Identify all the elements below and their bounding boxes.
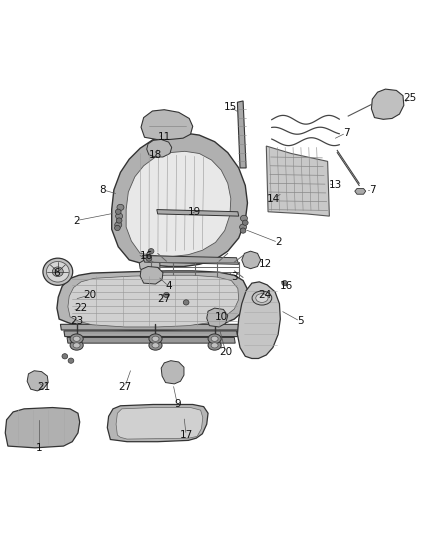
Polygon shape <box>27 371 48 391</box>
Text: 7: 7 <box>369 185 376 195</box>
Ellipse shape <box>115 225 120 231</box>
Ellipse shape <box>183 300 189 305</box>
Text: 10: 10 <box>215 312 228 322</box>
Ellipse shape <box>68 358 74 364</box>
Polygon shape <box>371 89 404 119</box>
Ellipse shape <box>70 334 83 344</box>
Text: 23: 23 <box>70 316 83 326</box>
Ellipse shape <box>211 343 218 348</box>
Ellipse shape <box>163 292 169 297</box>
Polygon shape <box>142 255 239 264</box>
Ellipse shape <box>46 262 69 282</box>
Text: 7: 7 <box>343 128 350 138</box>
Polygon shape <box>242 251 261 269</box>
Polygon shape <box>57 271 247 330</box>
Ellipse shape <box>116 209 121 214</box>
Text: 22: 22 <box>74 303 88 313</box>
Text: 2: 2 <box>73 215 80 225</box>
Polygon shape <box>141 110 193 140</box>
Polygon shape <box>157 209 239 216</box>
Polygon shape <box>161 361 184 384</box>
Ellipse shape <box>73 336 80 342</box>
Text: 20: 20 <box>83 290 96 300</box>
Text: 13: 13 <box>328 181 342 190</box>
Polygon shape <box>67 337 235 343</box>
Polygon shape <box>140 266 163 284</box>
Text: 24: 24 <box>258 290 272 300</box>
Ellipse shape <box>116 213 123 219</box>
Text: 1: 1 <box>36 443 43 453</box>
Ellipse shape <box>43 258 73 285</box>
Ellipse shape <box>152 336 159 342</box>
Ellipse shape <box>243 220 248 225</box>
Text: 16: 16 <box>280 281 293 291</box>
Polygon shape <box>355 189 366 194</box>
Polygon shape <box>60 324 240 330</box>
Text: 17: 17 <box>180 430 193 440</box>
Polygon shape <box>139 260 160 272</box>
Text: 16: 16 <box>140 251 153 261</box>
Text: 3: 3 <box>231 272 238 282</box>
Ellipse shape <box>240 228 246 233</box>
Text: 14: 14 <box>267 193 280 204</box>
Polygon shape <box>107 405 208 442</box>
Ellipse shape <box>53 267 63 277</box>
Text: 19: 19 <box>188 207 201 217</box>
Ellipse shape <box>240 224 247 230</box>
Text: 11: 11 <box>158 132 171 142</box>
Ellipse shape <box>152 343 159 348</box>
Polygon shape <box>147 140 172 157</box>
Text: 6: 6 <box>53 268 60 278</box>
Ellipse shape <box>252 291 272 305</box>
Ellipse shape <box>148 248 154 254</box>
Text: 20: 20 <box>219 347 232 357</box>
Text: 21: 21 <box>37 382 50 392</box>
Ellipse shape <box>282 280 287 286</box>
Polygon shape <box>116 408 203 439</box>
Ellipse shape <box>73 343 80 348</box>
Polygon shape <box>5 408 80 448</box>
Polygon shape <box>68 275 239 327</box>
Polygon shape <box>126 151 231 256</box>
Polygon shape <box>237 282 280 359</box>
Ellipse shape <box>149 334 162 344</box>
Polygon shape <box>237 101 246 168</box>
Ellipse shape <box>149 341 162 350</box>
Ellipse shape <box>62 354 67 359</box>
Ellipse shape <box>117 218 122 223</box>
Text: 4: 4 <box>165 281 172 291</box>
Text: 25: 25 <box>403 93 416 103</box>
Ellipse shape <box>146 256 152 261</box>
Ellipse shape <box>208 334 221 344</box>
Ellipse shape <box>208 341 221 350</box>
Text: 12: 12 <box>258 260 272 269</box>
Polygon shape <box>207 308 228 327</box>
Ellipse shape <box>117 204 124 211</box>
Ellipse shape <box>211 336 218 342</box>
Text: 8: 8 <box>99 185 106 195</box>
Text: 27: 27 <box>158 294 171 304</box>
Text: 27: 27 <box>118 382 131 392</box>
Text: 5: 5 <box>297 316 304 326</box>
Ellipse shape <box>70 341 83 350</box>
Text: 18: 18 <box>149 150 162 160</box>
Polygon shape <box>266 146 329 216</box>
Ellipse shape <box>240 215 247 221</box>
Polygon shape <box>64 331 238 336</box>
Ellipse shape <box>256 294 268 302</box>
Text: 9: 9 <box>174 399 181 409</box>
Text: 15: 15 <box>223 102 237 111</box>
Polygon shape <box>112 133 247 266</box>
Text: 2: 2 <box>275 237 282 247</box>
Ellipse shape <box>115 222 122 228</box>
